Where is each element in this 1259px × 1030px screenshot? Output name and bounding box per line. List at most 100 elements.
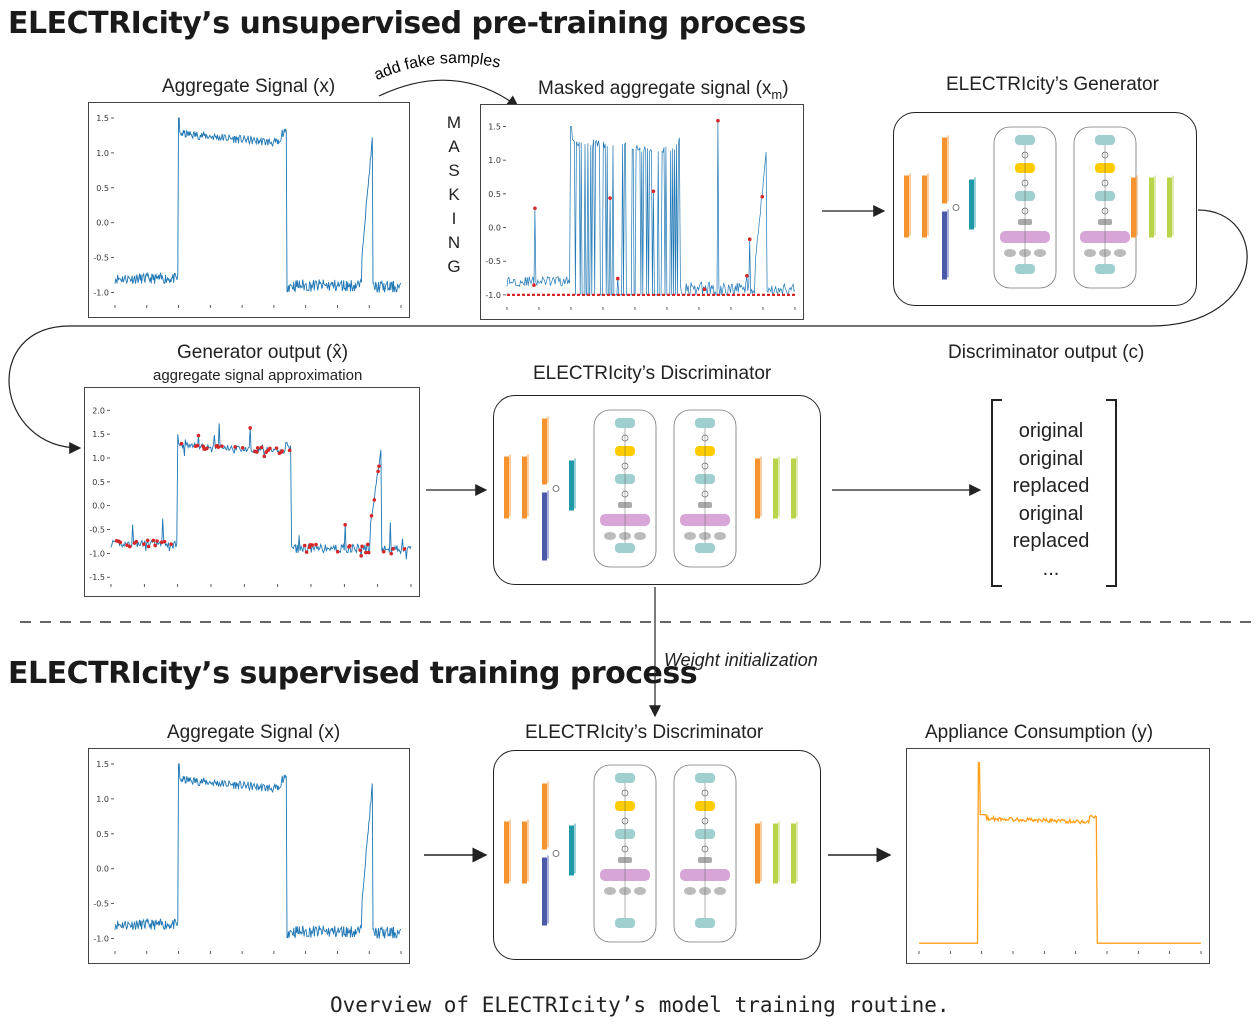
masked-point xyxy=(304,550,309,554)
y-tick-label: 0.5 xyxy=(488,190,501,199)
output-block xyxy=(1167,177,1172,238)
y-tick-label: 2.0 xyxy=(92,406,105,415)
output-item: original xyxy=(1018,420,1084,442)
y-tick-label: -1.5 xyxy=(89,573,105,582)
y-tick-label: 1.0 xyxy=(488,156,501,165)
y-tick-label: -0.5 xyxy=(93,900,109,909)
y-tick-label: -1.0 xyxy=(93,289,109,298)
discriminator-title: ELECTRIcity’s Discriminator xyxy=(533,363,772,384)
masked-point xyxy=(155,539,159,543)
y-tick-label: -0.5 xyxy=(89,526,105,535)
masked-point xyxy=(151,538,156,543)
layernorm xyxy=(1095,264,1115,274)
masked-point xyxy=(747,237,752,242)
pretraining-title: ELECTRIcity’s unsupervised pre-training … xyxy=(8,6,806,41)
y-tick-label: 1.0 xyxy=(92,454,105,463)
conv-block xyxy=(522,456,527,519)
conv-block xyxy=(542,783,547,850)
y-tick-label: 0.5 xyxy=(92,478,105,487)
aggregate-signal-plot-2: 1.5 1.0 0.5 0.0 -0.5 -1.0 xyxy=(88,748,410,964)
masked-point xyxy=(335,549,340,554)
masked-point xyxy=(274,446,279,450)
masking-label: M A S K I N G xyxy=(446,113,462,276)
transformer-block xyxy=(673,764,737,943)
masked-point xyxy=(142,542,146,546)
aggregate-signal-label: Aggregate Signal (x) xyxy=(162,76,336,97)
chart-svg: 1.5 1.0 0.5 0.0 -0.5 -1.0 xyxy=(93,760,402,954)
layernorm xyxy=(615,418,635,428)
output-block xyxy=(791,823,796,884)
generator-output-label: Generator output (x̂) xyxy=(177,342,349,363)
series-line xyxy=(114,117,402,293)
layernorm xyxy=(695,773,715,783)
masked-point xyxy=(364,550,368,555)
output-block xyxy=(755,823,760,884)
masked-point xyxy=(365,542,370,547)
discriminator-output-list: original original replaced original repl… xyxy=(1000,418,1102,583)
transformer-block xyxy=(593,764,657,943)
chart-svg: 1.5 1.0 0.5 0.0 -0.5 -1.0 xyxy=(485,118,796,310)
masked-point xyxy=(128,544,132,549)
masked-point xyxy=(402,547,407,551)
masked-signal-label: Masked aggregate signal (xm) xyxy=(538,78,789,102)
conv-block xyxy=(922,175,927,238)
layernorm xyxy=(695,418,715,428)
y-tick-label: 0.0 xyxy=(92,502,105,511)
masked-point xyxy=(608,196,612,200)
layernorm xyxy=(1015,264,1035,274)
masked-point xyxy=(391,547,395,551)
masked-point xyxy=(533,206,537,211)
layernorm xyxy=(1095,135,1115,145)
series-line xyxy=(114,763,402,939)
output-item: original xyxy=(1018,447,1084,470)
masked-point xyxy=(358,548,363,552)
position-block xyxy=(569,825,574,876)
y-tick-label: -0.5 xyxy=(93,254,109,263)
masked-point xyxy=(220,444,224,448)
masked-point xyxy=(216,445,221,449)
y-tick-label: 0.5 xyxy=(96,184,109,193)
position-block xyxy=(969,179,974,230)
architecture-svg xyxy=(504,764,798,943)
embedding-block xyxy=(942,211,947,280)
generator-output-plot: 2.0 1.5 1.0 0.5 0.0 -0.5 -1.0 -1.5 xyxy=(84,387,420,597)
y-tick-label: 1.5 xyxy=(92,430,105,439)
masked-point xyxy=(145,538,150,543)
y-tick-label: 1.0 xyxy=(96,149,109,158)
masked-point xyxy=(162,539,167,544)
series-line xyxy=(506,120,796,297)
output-block xyxy=(773,823,778,884)
chart-svg: 1.5 1.0 0.5 0.0 -0.5 -1.0 xyxy=(93,114,402,308)
masked-signal-plot: 1.5 1.0 0.5 0.0 -0.5 -1.0 xyxy=(480,104,804,320)
output-item: original xyxy=(1018,502,1084,525)
output-item: replaced xyxy=(1012,530,1090,552)
layernorm xyxy=(615,543,635,553)
generator-network-diagram xyxy=(893,112,1197,306)
masked-point xyxy=(302,543,307,548)
y-tick-label: -1.0 xyxy=(93,935,109,944)
masked-point xyxy=(255,446,260,450)
masked-point xyxy=(287,448,292,453)
layernorm xyxy=(695,918,715,928)
layernorm xyxy=(695,543,715,553)
embedding-block xyxy=(542,492,547,561)
masked-point xyxy=(153,543,158,548)
masked-point xyxy=(159,540,164,545)
masked-point xyxy=(360,544,364,549)
masked-point xyxy=(118,540,123,545)
masked-point xyxy=(745,273,749,278)
masked-point xyxy=(205,446,209,451)
y-tick-label: 0.0 xyxy=(96,865,109,874)
figure-caption: Overview of ELECTRIcity’s model training… xyxy=(330,993,950,1017)
masked-point xyxy=(615,276,620,281)
position-block xyxy=(569,460,574,511)
masked-point xyxy=(146,544,151,549)
section-divider xyxy=(20,621,1255,623)
conv-block xyxy=(904,175,909,238)
chart-svg: 2.0 1.5 1.0 0.5 0.0 -0.5 -1.0 -1.5 xyxy=(89,406,412,587)
masked-point xyxy=(532,283,536,287)
conv-block xyxy=(504,456,509,519)
masked-point xyxy=(651,189,656,194)
output-block xyxy=(791,458,796,519)
masked-point xyxy=(268,446,272,451)
